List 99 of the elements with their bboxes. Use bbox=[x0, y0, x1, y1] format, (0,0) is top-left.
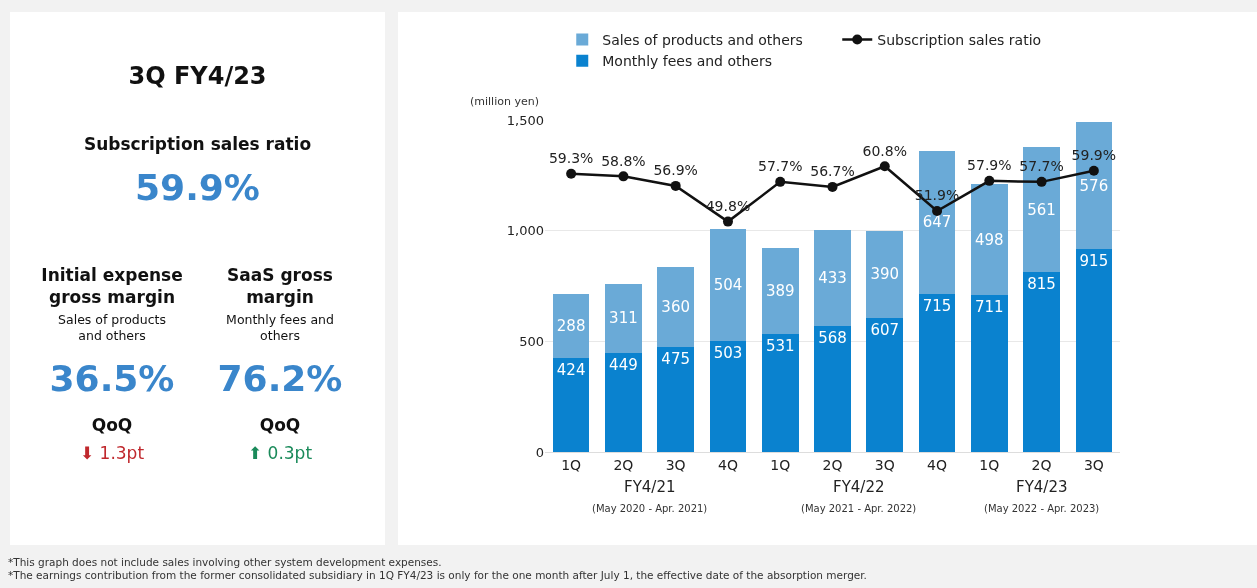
bar bbox=[709, 340, 747, 452]
bar bbox=[971, 294, 1008, 452]
text: QoQ bbox=[90, 415, 134, 435]
text: QoQ bbox=[258, 415, 302, 435]
bar bbox=[761, 248, 799, 335]
data-label: 711 bbox=[974, 297, 1004, 316]
data-label: 715 bbox=[922, 296, 952, 315]
bar bbox=[605, 283, 642, 353]
data-label: 57.7% bbox=[757, 158, 803, 175]
data-label: 58.8% bbox=[601, 152, 646, 169]
data-label: 360 bbox=[661, 298, 691, 317]
y-tick-label: 1,500 bbox=[506, 112, 544, 128]
data-label: 531 bbox=[765, 337, 795, 356]
bar bbox=[657, 346, 694, 452]
x-tick-label: 2Q bbox=[1031, 456, 1052, 473]
bar bbox=[1023, 271, 1060, 452]
x-tick-label: 3Q bbox=[665, 456, 686, 473]
text: *This graph does not include sales involving other system development expenses. bbox=[8, 556, 443, 569]
legend-label: Subscription sales ratio bbox=[877, 31, 1042, 48]
text: FY4/23 bbox=[1016, 478, 1068, 496]
data-label: 503 bbox=[713, 343, 743, 362]
point bbox=[879, 161, 890, 172]
bar bbox=[761, 334, 799, 452]
text: Subscription sales ratio bbox=[82, 134, 313, 154]
bar bbox=[552, 294, 590, 359]
bar bbox=[814, 230, 851, 327]
data-label: 311 bbox=[609, 309, 638, 328]
text: (May 2020 - Apr. 2021) bbox=[592, 503, 708, 514]
text: FY4/21 bbox=[624, 478, 676, 496]
data-label: 57.9% bbox=[967, 157, 1012, 174]
data-label: 389 bbox=[765, 282, 795, 301]
bar bbox=[866, 317, 904, 452]
text: 59.9% bbox=[134, 167, 261, 208]
data-label: 475 bbox=[661, 349, 691, 368]
data-label: 59.3% bbox=[548, 150, 594, 167]
y-tick-label: 0 bbox=[535, 444, 544, 460]
data-label: 424 bbox=[556, 361, 586, 380]
data-label: 568 bbox=[818, 329, 847, 348]
data-label: 607 bbox=[870, 320, 900, 339]
text: Initial expense gross margin bbox=[40, 264, 184, 308]
x-tick-label: 3Q bbox=[1083, 456, 1104, 473]
data-label: 56.9% bbox=[653, 162, 698, 179]
x-tick-label: 1Q bbox=[979, 456, 1000, 473]
bar bbox=[1075, 249, 1113, 452]
text: *The earnings contribution from the former consolidated subsidiary in 1Q FY4/23 is only for the one month after July 1, the effective date of the absorption merger. bbox=[8, 569, 867, 582]
bar bbox=[605, 352, 642, 452]
x-tick-label: 1Q bbox=[561, 456, 582, 473]
y-tick-label: 1,000 bbox=[506, 223, 544, 239]
text: 76.2% bbox=[216, 358, 344, 399]
y-tick-label: 500 bbox=[519, 333, 544, 349]
text: SaaS gross margin bbox=[226, 264, 334, 308]
text: 36.5% bbox=[48, 358, 176, 399]
x-tick-label: 2Q bbox=[613, 456, 634, 473]
point bbox=[984, 175, 995, 186]
data-label: 647 bbox=[922, 213, 952, 232]
text: ⬇ 1.3pt bbox=[78, 443, 146, 463]
text: (May 2021 - Apr. 2022) bbox=[801, 503, 917, 514]
x-tick-label: 4Q bbox=[717, 456, 738, 473]
bar bbox=[918, 293, 956, 452]
point bbox=[670, 180, 681, 191]
text: 3Q FY4/23 bbox=[127, 62, 268, 90]
data-label: 561 bbox=[1027, 200, 1056, 219]
text: ⬆ 0.3pt bbox=[246, 443, 314, 463]
point bbox=[566, 168, 577, 179]
legend-label: Monthly fees and others bbox=[602, 53, 773, 70]
point bbox=[827, 181, 838, 192]
point bbox=[1036, 176, 1047, 187]
point bbox=[722, 216, 733, 227]
text: Monthly fees and others bbox=[225, 312, 335, 344]
bar bbox=[971, 184, 1008, 295]
data-label: 288 bbox=[556, 317, 586, 336]
bar bbox=[709, 229, 747, 341]
data-label: 56.7% bbox=[810, 163, 855, 180]
data-label: 504 bbox=[713, 275, 743, 294]
x-tick-label: 1Q bbox=[770, 456, 791, 473]
point bbox=[618, 171, 629, 182]
bar bbox=[866, 231, 904, 318]
data-label: 449 bbox=[609, 355, 638, 374]
text: FY4/22 bbox=[833, 478, 885, 496]
data-label: 60.8% bbox=[862, 142, 908, 159]
legend-label: Sales of products and others bbox=[602, 31, 803, 48]
point bbox=[775, 176, 786, 187]
data-label: 498 bbox=[974, 230, 1004, 249]
data-label: 390 bbox=[870, 265, 900, 284]
bar bbox=[814, 326, 851, 452]
x-tick-label: 4Q bbox=[927, 456, 948, 473]
point bbox=[1088, 165, 1099, 176]
data-label: 915 bbox=[1079, 252, 1109, 271]
data-label: 576 bbox=[1079, 176, 1109, 195]
data-label: 49.8% bbox=[705, 197, 751, 214]
data-label: 815 bbox=[1027, 274, 1056, 293]
data-label: 433 bbox=[818, 269, 847, 288]
x-tick-label: 2Q bbox=[822, 456, 843, 473]
y-axis-title: (million yen) bbox=[470, 95, 539, 108]
bar bbox=[657, 267, 694, 347]
text: Sales of products and others bbox=[57, 312, 167, 344]
bar bbox=[552, 358, 590, 452]
text: (May 2022 - Apr. 2023) bbox=[984, 503, 1100, 514]
x-tick-label: 3Q bbox=[874, 456, 895, 473]
